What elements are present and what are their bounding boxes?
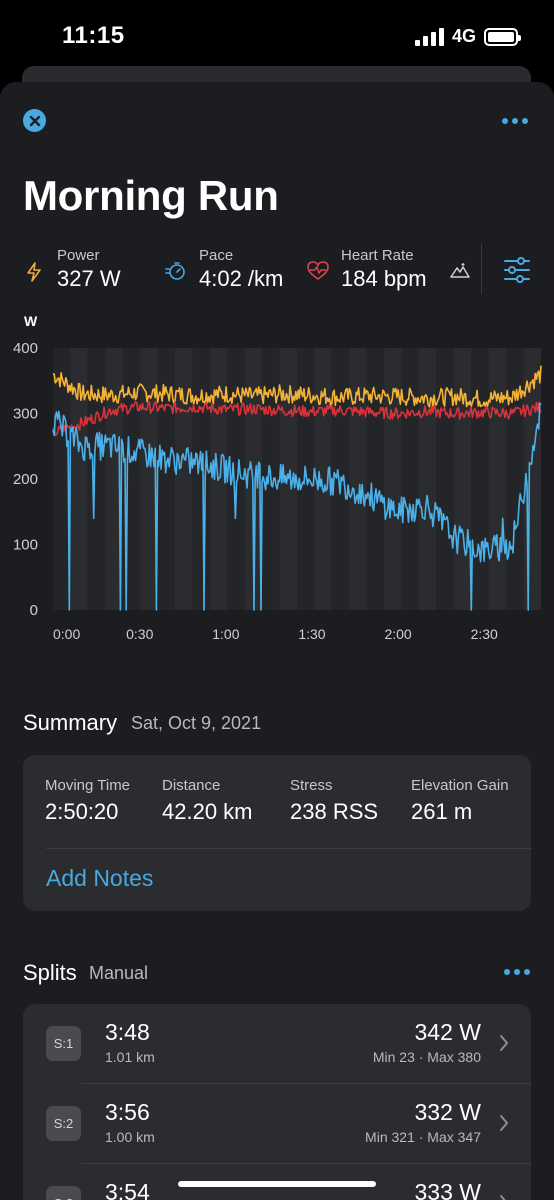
- more-options-button[interactable]: [502, 118, 528, 124]
- chevron-right-icon: [500, 1195, 506, 1200]
- chart-band: [401, 348, 419, 610]
- metric-heart-rate-value: 184 bpm: [341, 266, 427, 291]
- split-power: 333 W: [414, 1179, 481, 1200]
- filter-sliders-icon[interactable]: [503, 256, 531, 284]
- row-divider: [81, 1083, 531, 1084]
- metric-power-label: Power: [57, 247, 100, 264]
- stopwatch-icon: [165, 262, 185, 280]
- chart-band: [384, 348, 402, 610]
- split-time: 3:54: [105, 1179, 150, 1200]
- close-button[interactable]: [23, 109, 46, 132]
- y-tick-label: 0: [30, 602, 38, 619]
- activity-title: Morning Run: [23, 172, 279, 219]
- split-row[interactable]: S:1 3:48 1.01 km 342 W Min 23 · Max 380: [23, 1004, 531, 1084]
- y-tick-label: 300: [13, 406, 38, 423]
- splits-title: Splits: [23, 960, 77, 985]
- chart-series-line: [52, 365, 542, 408]
- x-tick-label: 0:30: [126, 626, 153, 642]
- network-type: 4G: [451, 26, 476, 46]
- metric-heart-rate-label: Heart Rate: [341, 247, 414, 264]
- summary-elevation-gain: Elevation Gain 261 m: [411, 777, 509, 825]
- chart-band: [175, 348, 193, 610]
- metric-pace-value: 4:02 /km: [199, 266, 284, 291]
- split-distance: 1.00 km: [105, 1129, 155, 1145]
- split-row[interactable]: S:3 3:54 333 W: [23, 1164, 531, 1200]
- chart-band: [453, 348, 472, 610]
- metric-power-value: 327 W: [57, 266, 121, 291]
- home-indicator[interactable]: [178, 1181, 376, 1187]
- chart-band: [87, 348, 106, 610]
- status-icons: 4G: [414, 26, 521, 47]
- chart-band: [140, 348, 158, 610]
- x-tick-label: 0:00: [53, 626, 80, 642]
- split-time: 3:48: [105, 1019, 150, 1045]
- status-bar: 11:15 4G: [0, 0, 554, 72]
- x-tick-label: 1:30: [298, 626, 325, 642]
- x-tick-label: 2:00: [384, 626, 411, 642]
- battery-icon: [484, 27, 521, 46]
- heart-pulse-icon: [307, 261, 329, 280]
- chart-series-line: [52, 402, 542, 611]
- summary-title: Summary: [23, 710, 118, 735]
- summary-item-value: 238 RSS: [290, 799, 379, 824]
- chevron-right-icon: [500, 1035, 509, 1051]
- summary-date: Sat, Oct 9, 2021: [131, 713, 262, 733]
- metric-pace-label: Pace: [199, 247, 234, 264]
- y-tick-label: 400: [13, 340, 38, 357]
- splits-mode: Manual: [89, 963, 149, 983]
- split-range: Min 321 · Max 347: [365, 1129, 481, 1145]
- split-power: 332 W: [414, 1099, 481, 1125]
- chart-series-line: [52, 401, 542, 437]
- x-tick-label: 2:30: [471, 626, 498, 642]
- metrics-divider: [481, 244, 482, 294]
- splits-list: S:1 3:48 1.01 km 342 W Min 23 · Max 380 …: [23, 1004, 531, 1200]
- chart-band: [105, 348, 123, 610]
- close-icon: [29, 115, 40, 126]
- summary-item-value: 42.20 km: [162, 799, 253, 824]
- split-range: Min 23 · Max 380: [372, 1049, 481, 1065]
- chevron-right-icon: [500, 1115, 509, 1131]
- status-time: 11:15: [62, 22, 125, 49]
- signal-icon: [414, 27, 444, 46]
- chart-band: [436, 348, 454, 610]
- terrain-icon[interactable]: [450, 262, 470, 279]
- chart-band: [488, 348, 507, 610]
- activity-chart[interactable]: 0 100 200 300 400 0:00 0:30 1:00 1:30 2:00 2:30: [0, 338, 554, 648]
- chart-band: [471, 348, 489, 610]
- split-time: 3:56: [105, 1099, 150, 1125]
- summary-stress: Stress 238 RSS: [290, 777, 378, 825]
- split-badge: S:1: [46, 1026, 81, 1061]
- summary-moving-time: Moving Time 2:50:20: [45, 777, 130, 825]
- summary-item-label: Distance: [162, 777, 221, 794]
- row-divider: [81, 1163, 531, 1164]
- y-tick-label: 100: [13, 537, 38, 554]
- summary-divider: [46, 848, 531, 849]
- summary-distance: Distance 42.20 km: [162, 777, 253, 825]
- split-distance: 1.01 km: [105, 1049, 155, 1065]
- chart-band: [366, 348, 385, 610]
- summary-card: Moving Time 2:50:20 Distance 42.20 km St…: [23, 755, 531, 911]
- chart-band: [314, 348, 332, 610]
- bolt-icon: [27, 262, 41, 282]
- split-power: 342 W: [414, 1019, 481, 1045]
- split-badge: S:3: [46, 1186, 81, 1200]
- split-row[interactable]: S:2 3:56 1.00 km 332 W Min 321 · Max 347: [23, 1084, 531, 1164]
- x-tick-label: 1:00: [212, 626, 239, 642]
- splits-more-button[interactable]: [504, 969, 530, 975]
- chart-y-unit: W: [24, 313, 38, 329]
- summary-item-label: Stress: [290, 777, 333, 794]
- chart-band: [70, 348, 88, 610]
- summary-item-label: Moving Time: [45, 777, 131, 794]
- add-notes-button[interactable]: Add Notes: [46, 865, 154, 891]
- chart-band: [157, 348, 175, 610]
- chart-band: [419, 348, 437, 610]
- summary-item-value: 2:50:20: [45, 799, 119, 824]
- y-tick-label: 200: [13, 471, 38, 488]
- split-badge: S:2: [46, 1106, 81, 1141]
- summary-item-value: 261 m: [411, 799, 473, 824]
- chart-band: [192, 348, 210, 610]
- summary-item-label: Elevation Gain: [411, 777, 509, 794]
